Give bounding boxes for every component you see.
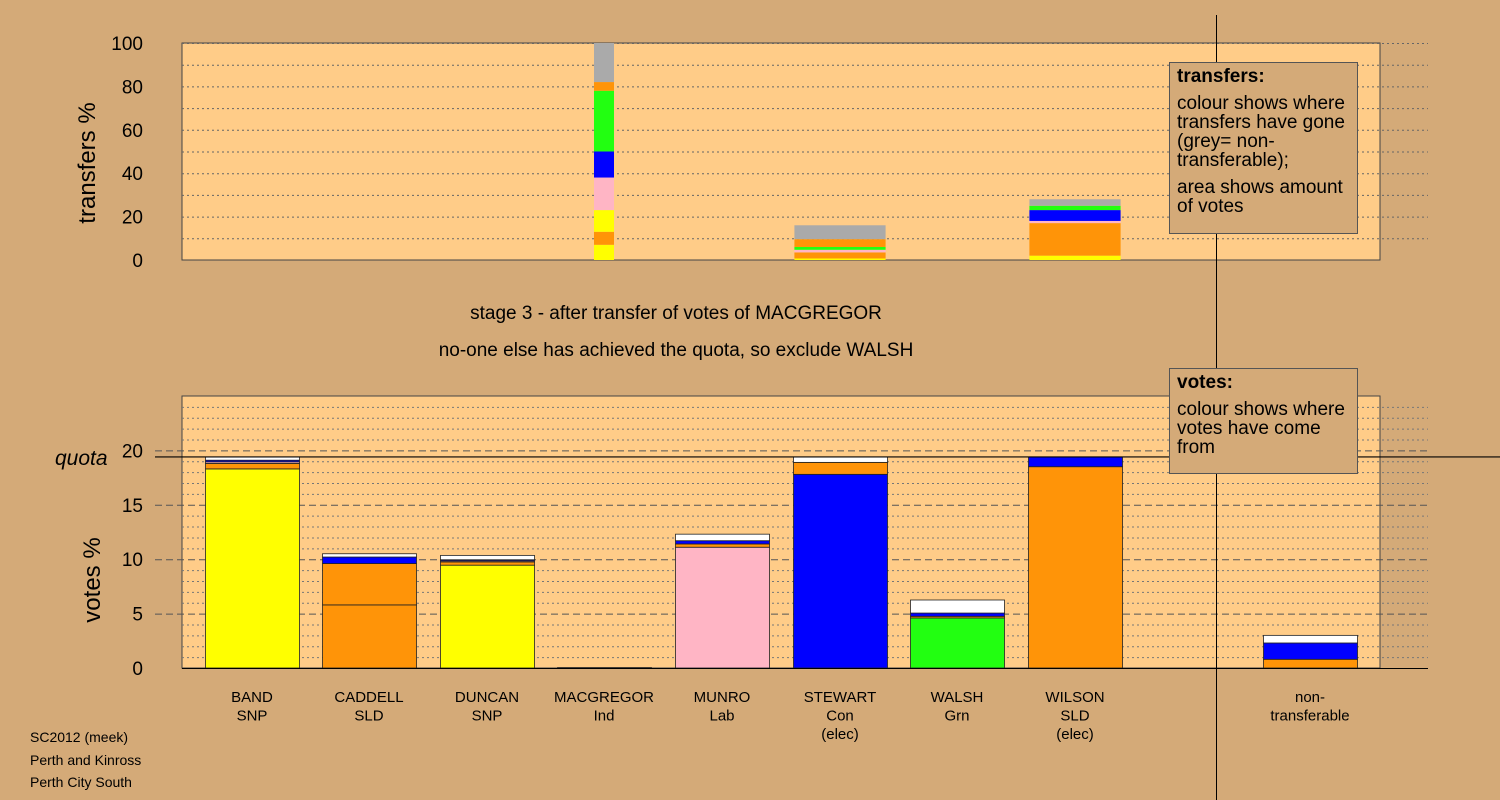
transfer-bar-segment [594,177,614,211]
transfer-bar-segment [1029,223,1121,256]
candidate-label: MACGREGOR [554,689,654,706]
transfers-y-axis-label: transfers % [74,102,101,223]
vote-bar-segment [1263,634,1358,644]
vote-bar-segment [675,540,770,545]
footer-ward: Perth City South [30,774,132,790]
candidate-label: SNP [237,708,268,725]
vote-bar-segment [440,561,535,566]
transfer-bar-segment [594,90,614,152]
footer-election: SC2012 (meek) [30,729,129,745]
votes-legend-title: votes: [1177,372,1233,393]
transfers-legend: transfers: colour shows where transfers … [1169,62,1358,234]
transfers-y-tick-label: 60 [122,121,143,142]
votes-y-tick-label: 15 [122,496,143,517]
transfers-y-tick-label: 0 [132,251,143,272]
vote-bar-segment [322,604,417,669]
transfer-bar-segment [594,151,614,178]
transfers-legend-text-colour: colour shows where transfers have gone (… [1177,93,1345,171]
stage-description: stage 3 - after transfer of votes of MAC… [470,303,882,324]
votes-y-tick-label: 20 [122,441,143,462]
transfer-bar-segment [1029,210,1121,221]
transfer-bar-segment [594,210,614,232]
transfers-legend-text-area: area shows amount of votes [1177,177,1343,217]
candidate-label: SLD [1060,708,1089,725]
transfer-bar-segment [594,82,614,91]
transfers-y-tick-label: 80 [122,77,143,98]
vote-bar-segment [910,599,1005,614]
transfer-bar-segment [1029,255,1121,260]
vote-bar-segment [675,546,770,669]
quota-label: quota [55,447,108,470]
vote-bar-segment [793,456,888,463]
transfer-bar-segment [794,249,886,253]
transfer-bar-segment [1029,199,1121,206]
votes-legend-text: colour shows where votes have come from [1177,399,1345,458]
candidate-label: BAND [231,689,273,706]
transfers-y-tick-label: 20 [122,208,143,229]
candidate-label: WALSH [931,689,984,706]
candidate-label: Grn [944,708,969,725]
candidate-label: DUNCAN [455,689,519,706]
candidate-label: STEWART [804,689,877,706]
candidate-label: MUNRO [694,689,751,706]
candidate-label: (elec) [1056,726,1094,743]
transfers-y-tick-label: 40 [122,164,143,185]
transfer-bar-segment [794,225,886,240]
votes-y-tick-label: 10 [122,550,143,571]
vote-bar-segment [205,468,300,669]
candidate-label: (elec) [821,726,859,743]
vote-bar-segment [440,564,535,669]
vote-bar-segment [793,473,888,669]
transfer-bar-segment [1029,220,1121,224]
vote-bar-segment [205,463,300,470]
vote-bar-segment [322,553,417,558]
vote-bar-segment [322,556,417,564]
transfer-bar-segment [794,258,886,260]
footer-council: Perth and Kinross [30,751,142,768]
vote-bar-segment [675,543,770,548]
vote-bar-segment [1263,642,1358,660]
transfer-bar-segment [794,239,886,247]
vote-bar-segment [1263,658,1358,669]
transfer-bar-segment [594,43,614,83]
candidate-label: CADDELL [334,689,403,706]
candidate-label: SNP [472,708,503,725]
vote-bar-segment [910,612,1005,617]
footer-info: SC2012 (meek) Perth and Kinross Perth Ci… [30,726,141,794]
transfers-y-tick-label: 100 [111,34,143,55]
vote-bar-segment [910,617,1005,669]
candidate-label: Con [826,708,854,725]
exclusion-note: no-one else has achieved the quota, so e… [439,340,914,361]
vote-bar-segment [322,563,417,606]
vote-bar-segment [440,554,535,561]
transfer-bar-segment [794,246,886,250]
candidate-label: WILSON [1045,689,1104,706]
transfer-bar-segment [594,244,614,260]
votes-y-tick-label: 0 [132,659,143,680]
candidate-label: SLD [354,708,383,725]
candidate-label: Ind [594,708,615,725]
votes-legend: votes: colour shows where votes have com… [1169,368,1358,474]
candidate-label: non- [1295,689,1325,706]
vote-bar-segment [675,533,770,542]
transfer-bar-segment [1029,205,1121,211]
votes-y-axis-label: votes % [79,537,106,622]
transfer-bar-segment [794,252,886,259]
candidate-label: Lab [709,708,734,725]
vote-bar-segment [793,461,888,475]
vote-bar-segment [1028,466,1123,669]
votes-y-tick-label: 5 [132,605,143,626]
transfer-bar-segment [594,231,614,245]
vote-bar-segment [1028,456,1123,468]
transfers-legend-title: transfers: [1177,66,1265,87]
candidate-label: transferable [1270,708,1349,725]
